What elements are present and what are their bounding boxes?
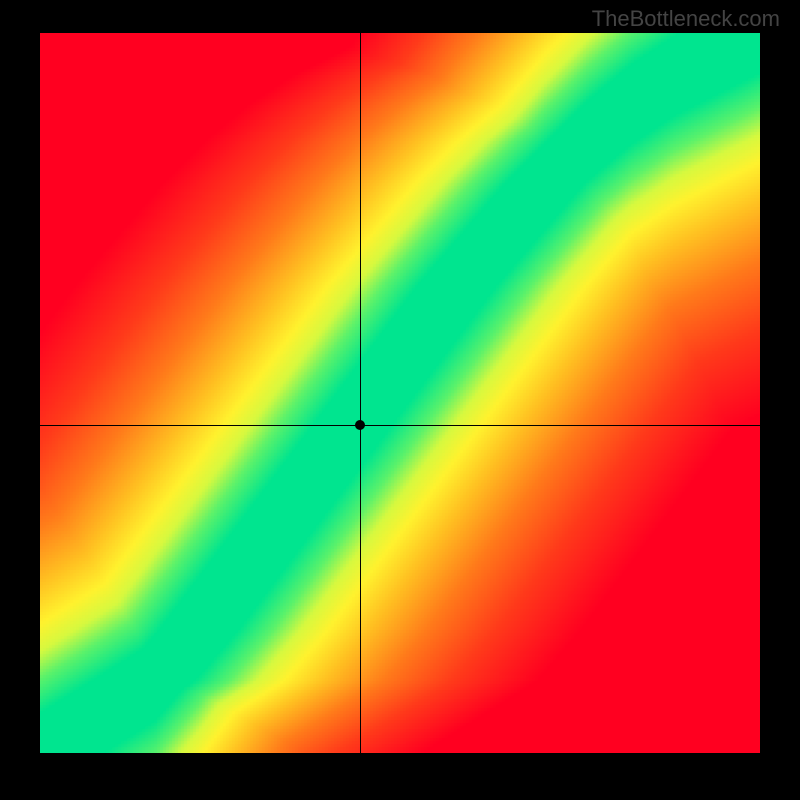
- crosshair-vertical: [360, 33, 361, 753]
- crosshair-horizontal: [40, 425, 760, 426]
- heatmap-plot: [40, 33, 760, 753]
- heatmap-canvas: [40, 33, 760, 753]
- crosshair-marker: [355, 420, 365, 430]
- watermark-text: TheBottleneck.com: [592, 6, 780, 32]
